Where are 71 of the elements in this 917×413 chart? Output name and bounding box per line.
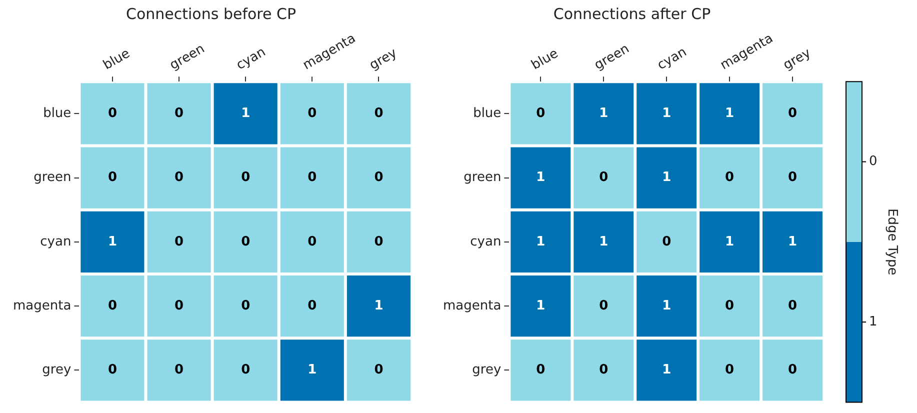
y-tick-label: green: [34, 170, 72, 186]
data-label: 1: [599, 234, 608, 250]
y-tick-label: magenta: [12, 298, 72, 314]
data-label: 0: [788, 362, 798, 378]
data-label: 0: [174, 362, 184, 378]
data-label: 0: [536, 106, 546, 122]
data-label: 1: [662, 170, 672, 186]
data-label: 1: [662, 298, 672, 314]
y-tick-label: green: [464, 170, 502, 186]
data-label: 0: [725, 298, 734, 314]
x-tick-label: grey: [780, 46, 814, 74]
y-tick-label: grey: [42, 362, 72, 378]
data-label: 0: [374, 234, 384, 250]
color-bar-title: Edge Type: [884, 208, 900, 276]
data-label: 0: [108, 362, 117, 378]
data-label: 1: [108, 234, 117, 250]
data-label: 0: [374, 362, 384, 378]
data-label: 0: [599, 298, 608, 314]
x-tick-label: blue: [529, 46, 561, 74]
data-label: 1: [536, 170, 546, 186]
data-label: 0: [725, 170, 734, 186]
data-label: 0: [174, 234, 184, 250]
y-tick-label: grey: [472, 362, 502, 378]
y-tick-label: cyan: [40, 234, 72, 250]
color-bar-label: 0: [869, 154, 878, 170]
data-label: 0: [788, 106, 798, 122]
chart-title: Connections after CP: [553, 4, 711, 23]
data-label: 0: [662, 234, 672, 250]
x-tick-label: cyan: [654, 44, 690, 74]
data-label: 0: [308, 106, 317, 122]
data-label: 0: [725, 362, 734, 378]
data-label: 1: [599, 106, 608, 122]
data-label: 0: [108, 170, 117, 186]
data-label: 1: [308, 362, 317, 378]
data-label: 0: [174, 106, 184, 122]
data-label: 0: [108, 298, 117, 314]
data-label: 1: [725, 234, 734, 250]
data-label: 0: [599, 362, 608, 378]
data-label: 0: [241, 362, 250, 378]
x-tick-label: cyan: [234, 44, 268, 74]
y-tick-label: blue: [473, 106, 502, 122]
data-label: 1: [374, 298, 384, 314]
data-label: 1: [725, 106, 734, 122]
data-label: 0: [788, 170, 798, 186]
data-label: 1: [241, 106, 250, 122]
data-label: 1: [536, 298, 546, 314]
y-tick-label: magenta: [442, 298, 502, 314]
y-tick-label: cyan: [470, 234, 502, 250]
data-label: 0: [174, 298, 184, 314]
data-label: 1: [536, 234, 546, 250]
data-label: 0: [308, 170, 317, 186]
data-label: 0: [241, 234, 250, 250]
x-tick-label: grey: [367, 46, 400, 74]
data-label: 1: [662, 362, 672, 378]
data-label: 0: [108, 106, 117, 122]
data-label: 0: [308, 234, 317, 250]
data-label: 1: [662, 106, 672, 122]
data-label: 1: [788, 234, 798, 250]
chart-title: Connections before CP: [126, 4, 296, 23]
data-label: 0: [308, 298, 317, 314]
data-label: 0: [374, 170, 384, 186]
color-bar-label: 1: [869, 314, 878, 330]
data-label: 0: [241, 170, 250, 186]
data-label: 0: [599, 170, 608, 186]
y-tick-label: blue: [43, 106, 72, 122]
data-label: 0: [536, 362, 546, 378]
data-label: 0: [174, 170, 184, 186]
data-label: 0: [788, 298, 798, 314]
data-label: 0: [241, 298, 250, 314]
data-label: 0: [374, 106, 384, 122]
x-tick-label: blue: [100, 46, 133, 74]
